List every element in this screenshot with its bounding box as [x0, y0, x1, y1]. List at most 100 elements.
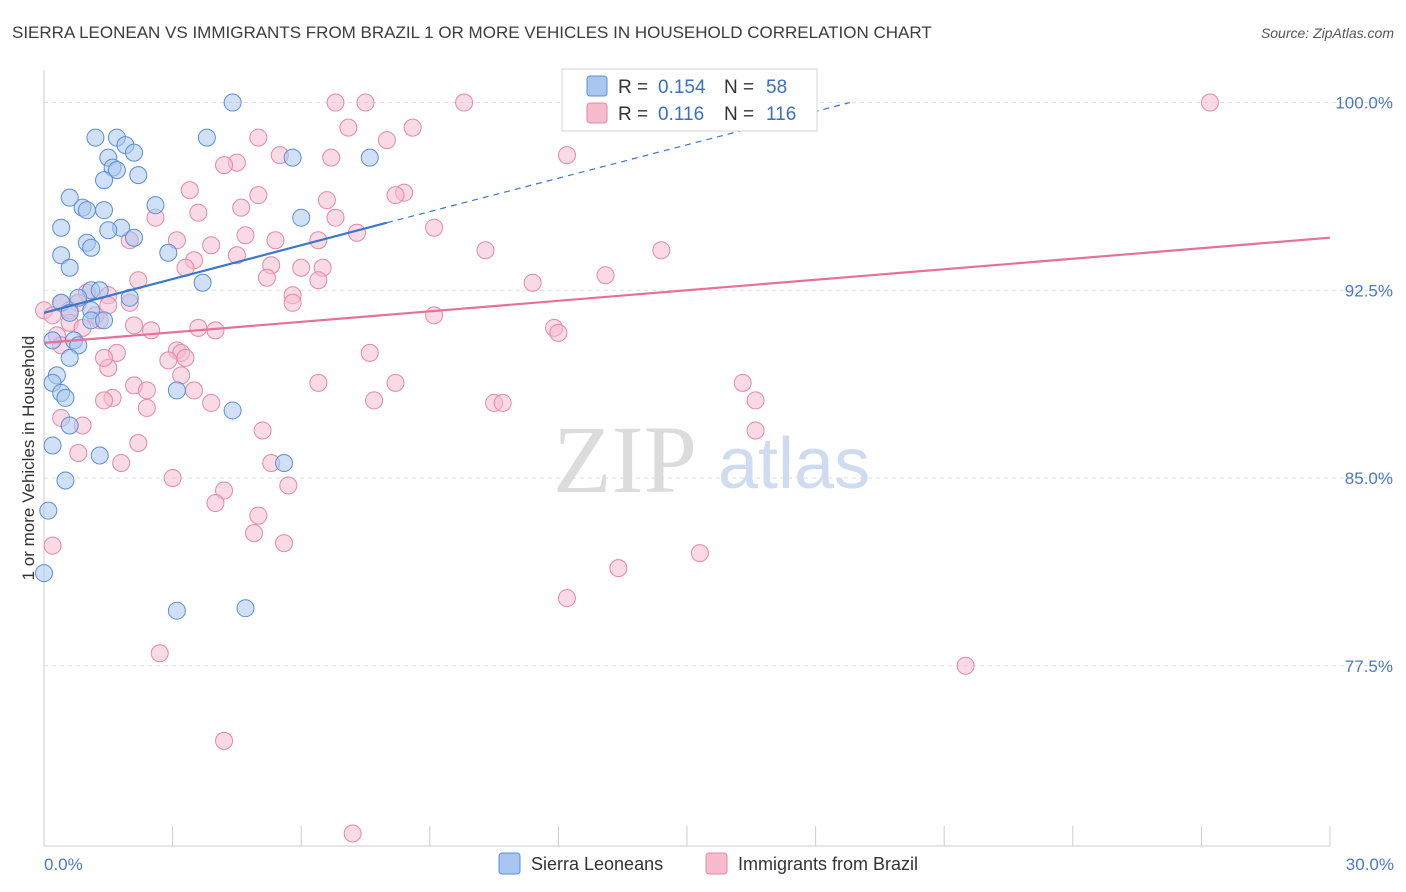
point-sierra-leoneans	[52, 246, 71, 265]
point-immigrants-from-brazil	[733, 373, 752, 392]
stats-legend: R = 0.154 N = 58 R = 0.116 N = 116	[561, 68, 818, 132]
point-immigrants-from-brazil	[596, 266, 615, 285]
point-immigrants-from-brazil	[125, 316, 144, 335]
point-immigrants-from-brazil	[150, 644, 169, 663]
point-immigrants-from-brazil	[172, 366, 191, 385]
point-immigrants-from-brazil	[137, 381, 156, 400]
point-immigrants-from-brazil	[215, 156, 234, 175]
point-sierra-leoneans	[43, 436, 62, 455]
point-immigrants-from-brazil	[249, 506, 268, 525]
point-immigrants-from-brazil	[455, 93, 474, 112]
point-immigrants-from-brazil	[185, 381, 204, 400]
point-sierra-leoneans	[60, 258, 79, 277]
point-immigrants-from-brazil	[266, 231, 285, 250]
point-sierra-leoneans	[82, 238, 101, 257]
point-sierra-leoneans	[275, 454, 294, 473]
point-immigrants-from-brazil	[339, 118, 358, 137]
point-immigrants-from-brazil	[142, 321, 161, 340]
stats-legend-swatch-blue	[586, 75, 608, 97]
watermark-zip: ZIP	[553, 406, 697, 513]
legend-label-sierra-leoneans: Sierra Leoneans	[531, 854, 663, 874]
point-sierra-leoneans	[223, 401, 242, 420]
point-sierra-leoneans	[60, 348, 79, 367]
point-sierra-leoneans	[167, 601, 186, 620]
point-sierra-leoneans	[52, 218, 71, 237]
legend-swatch-immigrants-from-brazil	[705, 852, 728, 875]
point-immigrants-from-brazil	[309, 373, 328, 392]
point-immigrants-from-brazil	[167, 231, 186, 250]
stats-legend-n-value: 116	[766, 104, 796, 125]
point-immigrants-from-brazil	[523, 273, 542, 292]
point-immigrants-from-brazil	[609, 559, 628, 578]
point-immigrants-from-brazil	[206, 494, 225, 513]
point-sierra-leoneans	[360, 148, 379, 167]
point-immigrants-from-brazil	[317, 191, 336, 210]
point-immigrants-from-brazil	[236, 226, 255, 245]
point-immigrants-from-brazil	[557, 146, 576, 165]
point-immigrants-from-brazil	[326, 208, 345, 227]
stats-legend-n-label: N =	[724, 104, 754, 125]
point-immigrants-from-brazil	[326, 93, 345, 112]
point-immigrants-from-brazil	[956, 656, 975, 675]
x-tick-label-max: 30.0%	[1346, 855, 1394, 874]
point-immigrants-from-brazil	[112, 454, 131, 473]
point-immigrants-from-brazil	[365, 391, 384, 410]
point-immigrants-from-brazil	[202, 236, 221, 255]
point-sierra-leoneans	[125, 228, 144, 247]
trend-lines	[43, 101, 1331, 344]
point-sierra-leoneans	[197, 128, 216, 147]
stats-legend-r-value: 0.116	[658, 104, 704, 125]
point-immigrants-from-brazil	[189, 318, 208, 337]
point-immigrants-from-brazil	[403, 118, 422, 137]
point-immigrants-from-brazil	[69, 443, 88, 462]
grid	[44, 102, 1394, 667]
point-immigrants-from-brazil	[257, 268, 276, 287]
point-immigrants-from-brazil	[360, 343, 379, 362]
point-sierra-leoneans	[77, 201, 96, 220]
point-immigrants-from-brazil	[746, 391, 765, 410]
point-sierra-leoneans	[125, 143, 144, 162]
point-immigrants-from-brazil	[309, 271, 328, 290]
point-immigrants-from-brazil	[249, 128, 268, 147]
point-immigrants-from-brazil	[690, 544, 709, 563]
stats-legend-r-label: R =	[618, 77, 648, 98]
watermark-atlas: atlas	[718, 424, 870, 504]
point-sierra-leoneans	[90, 446, 109, 465]
point-immigrants-from-brazil	[493, 393, 512, 412]
watermark: ZIP atlas	[553, 406, 870, 513]
point-sierra-leoneans	[159, 243, 178, 262]
point-immigrants-from-brazil	[163, 469, 182, 488]
point-sierra-leoneans	[56, 471, 75, 490]
point-immigrants-from-brazil	[129, 433, 148, 452]
point-immigrants-from-brazil	[176, 348, 195, 367]
point-immigrants-from-brazil	[227, 246, 246, 265]
point-sierra-leoneans	[236, 599, 255, 618]
point-immigrants-from-brazil	[189, 203, 208, 222]
point-sierra-leoneans	[99, 221, 118, 240]
point-immigrants-from-brazil	[377, 131, 396, 150]
point-sierra-leoneans	[292, 208, 311, 227]
point-sierra-leoneans	[129, 166, 148, 185]
point-immigrants-from-brazil	[202, 393, 221, 412]
point-sierra-leoneans	[107, 161, 126, 180]
point-sierra-leoneans	[95, 171, 114, 190]
point-immigrants-from-brazil	[245, 524, 264, 543]
legend-label-immigrants-from-brazil: Immigrants from Brazil	[738, 854, 918, 874]
y-tick-label: 85.0%	[1345, 469, 1393, 488]
y-tick-label: 100.0%	[1335, 94, 1393, 113]
point-immigrants-from-brazil	[180, 181, 199, 200]
point-sierra-leoneans	[95, 311, 114, 330]
point-sierra-leoneans	[60, 416, 79, 435]
point-immigrants-from-brazil	[215, 731, 234, 750]
point-immigrants-from-brazil	[322, 148, 341, 167]
legend-swatch-sierra-leoneans	[498, 852, 521, 875]
y-axis-label: 1 or more Vehicles in Household	[19, 336, 38, 581]
point-sierra-leoneans	[86, 128, 105, 147]
stats-legend-r-value: 0.154	[658, 77, 706, 98]
point-immigrants-from-brazil	[95, 391, 114, 410]
trend-line-sierra-leoneans	[43, 221, 388, 314]
point-immigrants-from-brazil	[43, 536, 62, 555]
stats-legend-n-value: 58	[766, 77, 787, 98]
point-immigrants-from-brazil	[249, 186, 268, 205]
point-immigrants-from-brazil	[746, 421, 765, 440]
